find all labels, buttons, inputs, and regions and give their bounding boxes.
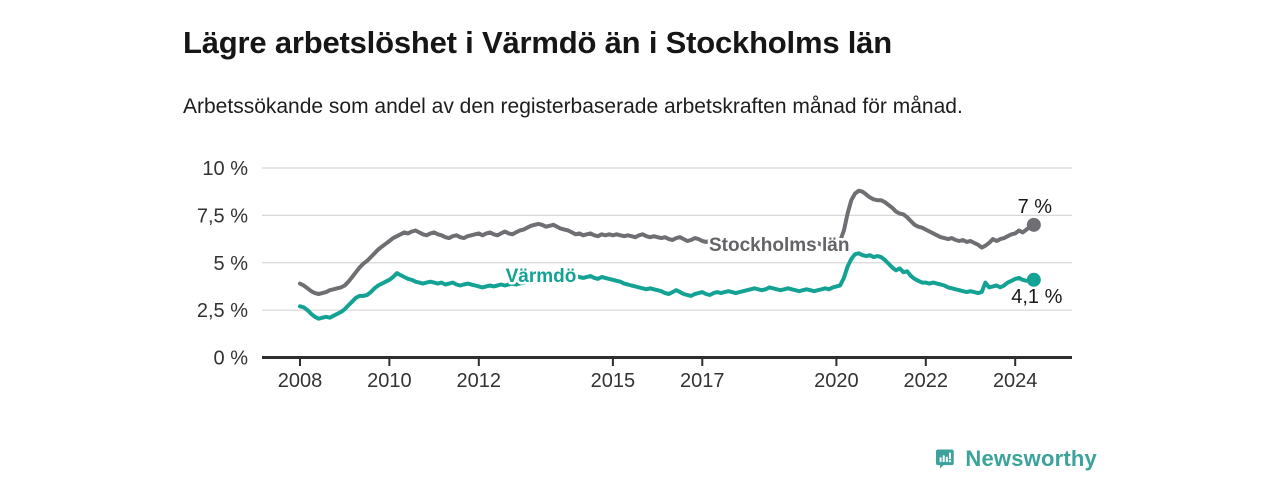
newsworthy-logo-icon	[936, 449, 954, 469]
end-value-label-stockholms-lan: 7 %	[1018, 196, 1053, 218]
x-axis-label-2012: 2012	[457, 370, 502, 392]
series-label-varmdo: Värmdö	[506, 266, 577, 287]
y-axis-label-5: 5 %	[214, 253, 249, 275]
end-dot-varmdo	[1026, 272, 1041, 287]
y-axis-label-2.5: 2,5 %	[197, 300, 248, 322]
end-dot-stockholms-lan	[1026, 217, 1041, 232]
x-axis-label-2008: 2008	[278, 370, 323, 392]
line-stockholms-lan	[298, 188, 1036, 296]
x-axis-label-2017: 2017	[680, 370, 725, 392]
end-value-label-varmdo: 4,1 %	[1011, 286, 1062, 308]
x-axis-label-2010: 2010	[367, 370, 412, 392]
brand-name: Newsworthy	[965, 446, 1097, 471]
y-axis-label-7.5: 7,5 %	[197, 205, 248, 227]
chart-subtitle: Arbetssökande som andel av den registerb…	[183, 95, 963, 118]
x-axis-label-2015: 2015	[591, 370, 636, 392]
x-axis-label-2022: 2022	[904, 370, 949, 392]
chart-title: Lägre arbetslöshet i Värmdö än i Stockho…	[183, 24, 892, 60]
x-axis-label-2020: 2020	[814, 370, 859, 392]
line-varmdo	[298, 251, 1036, 321]
y-axis-label-10: 10 %	[202, 158, 248, 180]
x-axis-label-2024: 2024	[993, 370, 1038, 392]
series-label-stockholms-lan: Stockholms län	[709, 235, 849, 256]
y-axis-label-0: 0 %	[214, 348, 249, 370]
brand-footer: Newsworthy	[936, 446, 1097, 472]
